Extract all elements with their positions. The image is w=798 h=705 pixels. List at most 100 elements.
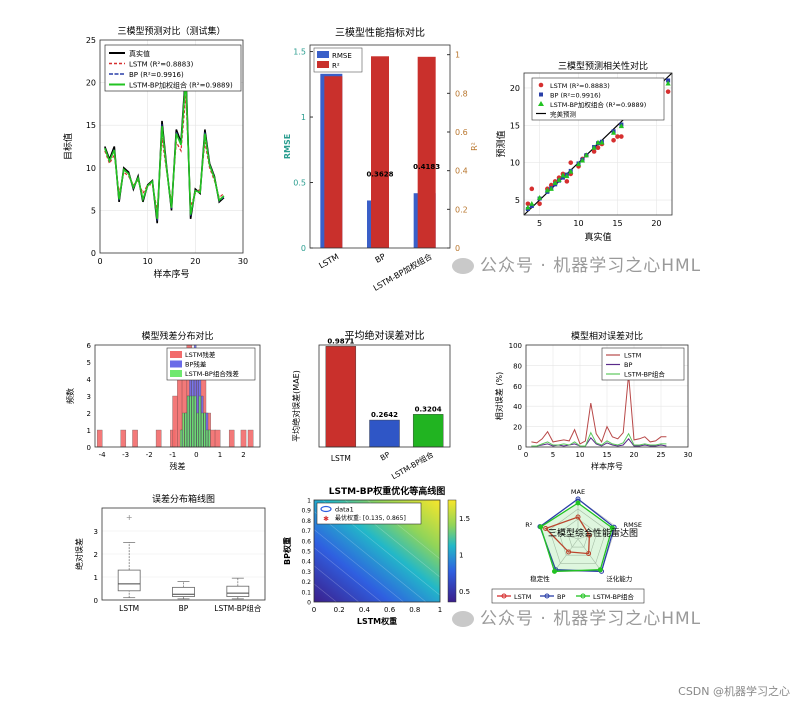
plot-frame [309, 44, 451, 249]
x-tick-label: LSTM [331, 454, 351, 463]
lstm-point [619, 134, 624, 139]
lstm-point [529, 186, 535, 192]
y-axis-label: 目标值 [62, 133, 74, 160]
x-axis-label: 残差 [170, 461, 186, 471]
combo-point [556, 177, 562, 182]
legend-label: BP (R²=0.9916) [129, 71, 184, 79]
legend-swatch: ✱ [323, 515, 329, 523]
radar-point [543, 525, 549, 531]
y-tick-label-left: 0.5 [293, 179, 306, 188]
combo-point [536, 195, 543, 200]
legend-label: BP [624, 361, 632, 369]
x-tick-label: BP [374, 252, 388, 265]
x-tick-label: 0 [194, 451, 198, 459]
y-tick-label: 100 [509, 342, 522, 350]
plot-frame [94, 344, 261, 448]
y-tick-label-right: 0.4 [455, 167, 468, 176]
y-tick-label: 0 [91, 249, 96, 258]
radar-point [566, 549, 572, 555]
y-tick-label: 0.3 [301, 569, 311, 576]
contour-line [344, 482, 475, 588]
relerr-line-2 [531, 436, 667, 447]
x-axis-label: 样本序号 [591, 461, 623, 471]
x-tick-label: -2 [146, 451, 153, 459]
x-tick-label: 0 [312, 606, 316, 614]
x-tick-label: 20 [651, 219, 661, 228]
histogram-bar [184, 412, 187, 448]
x-tick-label: 0 [524, 451, 528, 459]
combo-point [525, 204, 531, 210]
radar-point [575, 500, 581, 506]
x-tick-label: 15 [603, 451, 612, 459]
x-tick-label: 0.8 [409, 606, 420, 614]
y-tick-label: 80 [513, 362, 522, 370]
x-tick-label: LSTM [119, 604, 139, 613]
y-tick-label: 0.8 [301, 518, 311, 525]
legend-label: LSTM-BP组合 [593, 592, 634, 601]
x-tick-label: 10 [573, 219, 583, 228]
legend-swatch [170, 370, 182, 377]
legend-swatch [170, 351, 182, 358]
contour-line [313, 547, 382, 603]
combo-point [529, 200, 535, 206]
series-line-4 [104, 77, 225, 220]
y-axis-label: 相对误差 (%) [494, 372, 504, 420]
y-axis-label-left: RMSE [283, 134, 292, 159]
y-tick-label-left: 0 [301, 244, 306, 253]
r2-bar [417, 56, 436, 248]
y-tick-label: 1 [94, 574, 98, 582]
combo-point [618, 123, 624, 129]
lstm-point [537, 201, 542, 207]
mae-bar [369, 419, 400, 448]
radar-axis-label: 稳定性 [530, 574, 550, 583]
histogram-bar [191, 395, 194, 448]
mae-bar [412, 414, 444, 448]
histogram-bar [210, 429, 216, 448]
lstm-point [568, 160, 574, 165]
wechat-icon [452, 611, 474, 627]
chart-title: LSTM-BP权重优化等高线图 [329, 485, 446, 497]
lstm-point [595, 145, 601, 151]
legend-box [104, 44, 242, 92]
y-tick-label-right: 1 [455, 51, 460, 60]
histogram-bar [194, 395, 197, 448]
y-axis-label-right: R² [470, 142, 479, 151]
legend-swatch [544, 593, 550, 599]
radar-point [597, 567, 603, 573]
radar-point [609, 525, 615, 531]
legend-swatch [317, 51, 329, 58]
metrics-chart: 0 0.5 1 1.5 0 0.2 0.4 0.6 0.8 1 LSTM 0.3628 BP 0.4183… [283, 26, 479, 293]
y-tick-label-right: 0.2 [455, 205, 468, 214]
legend-label: LSTM-BP组合 [624, 370, 665, 379]
histogram-bar [228, 429, 235, 448]
radar-axis-label: 泛化能力 [606, 574, 632, 583]
y-tick-label: 6 [87, 342, 92, 350]
box [117, 569, 141, 592]
combo-point [560, 172, 566, 178]
x-tick-label: 2 [241, 451, 245, 459]
radar-point [586, 551, 592, 557]
x-tick-label: 30 [238, 257, 248, 266]
bp-point [666, 78, 671, 83]
y-tick-label: 60 [513, 383, 522, 391]
y-tick-label: 15 [86, 121, 96, 130]
radar-grid [549, 508, 607, 564]
mae-data-label: 0.2642 [371, 411, 398, 419]
histogram-bar [214, 429, 221, 448]
y-tick-label-left: 1 [301, 113, 306, 122]
plot-frame [318, 344, 451, 448]
combo-point [568, 168, 574, 174]
histogram-bar [208, 429, 211, 448]
radar-series-1 [544, 516, 591, 555]
combo-point [665, 80, 671, 86]
plot-frame [101, 507, 266, 601]
contour-line [322, 482, 471, 603]
x-tick-label: 30 [684, 451, 693, 459]
histogram-bar [247, 429, 254, 448]
y-axis-label: 频数 [65, 388, 75, 404]
mae-data-label: 0.9871 [327, 337, 354, 345]
x-axis-label: 真实值 [584, 231, 611, 243]
histogram-bar [198, 395, 201, 448]
